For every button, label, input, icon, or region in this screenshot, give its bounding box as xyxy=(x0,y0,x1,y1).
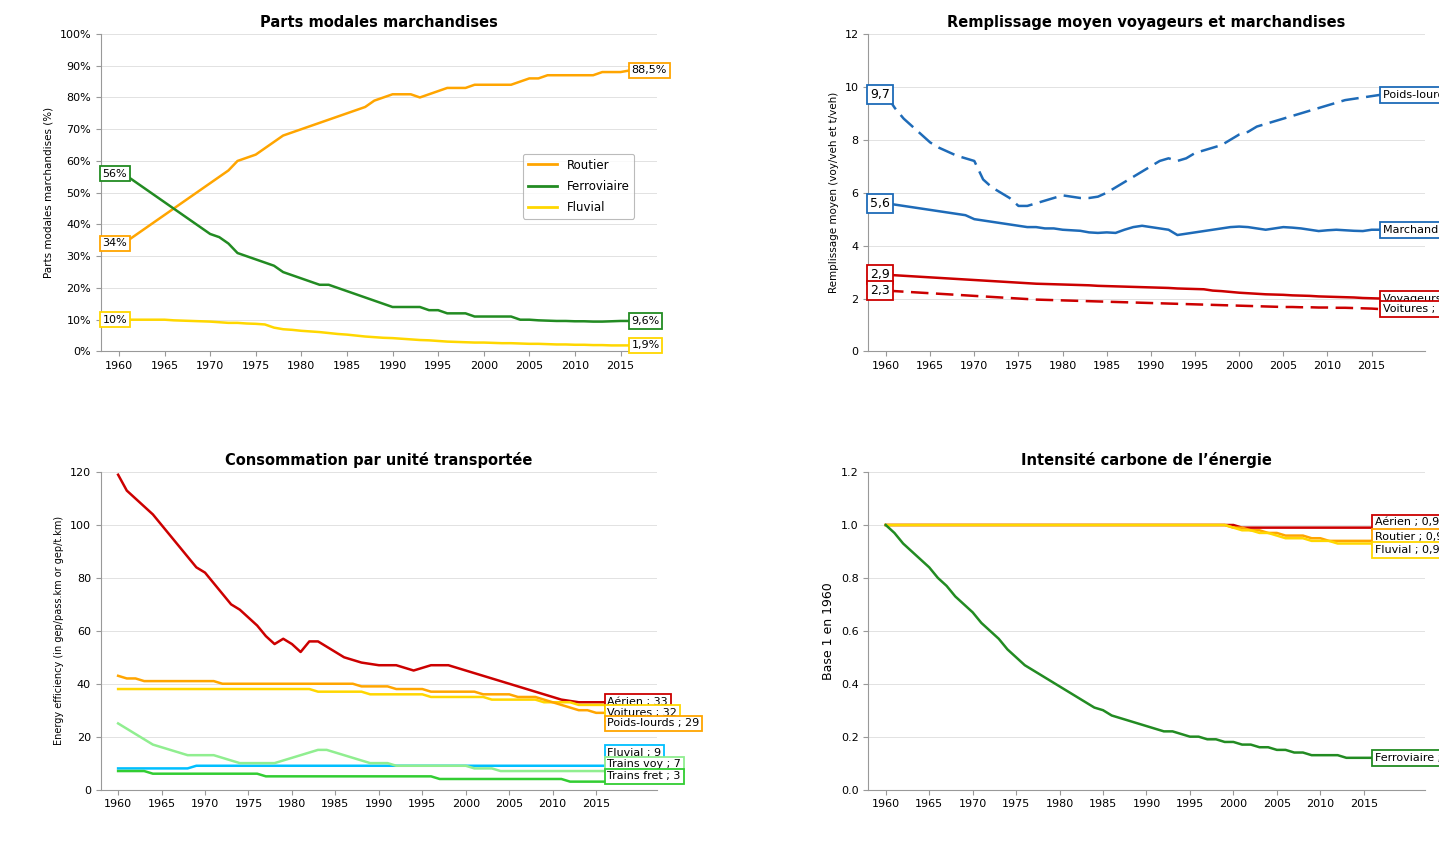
Text: 9,6%: 9,6% xyxy=(632,316,659,326)
Text: Voyageurs ; 2,0: Voyageurs ; 2,0 xyxy=(1383,294,1439,304)
Text: 10%: 10% xyxy=(102,315,127,324)
Title: Intensité carbone de l’énergie: Intensité carbone de l’énergie xyxy=(1022,453,1272,468)
Legend: Routier, Ferroviaire, Fluvial: Routier, Ferroviaire, Fluvial xyxy=(524,154,635,219)
Text: Poids-lourds ; 29: Poids-lourds ; 29 xyxy=(607,718,699,728)
Text: 88,5%: 88,5% xyxy=(632,65,666,76)
Text: Marchandises; 4,6: Marchandises; 4,6 xyxy=(1383,225,1439,234)
Text: 9,7: 9,7 xyxy=(871,88,889,101)
Text: Ferroviaire ; 0,12: Ferroviaire ; 0,12 xyxy=(1376,753,1439,762)
Title: Parts modales marchandises: Parts modales marchandises xyxy=(260,15,498,30)
Text: Trains voy ; 7: Trains voy ; 7 xyxy=(607,760,681,769)
Text: Aérien ; 33: Aérien ; 33 xyxy=(607,697,668,707)
Text: 34%: 34% xyxy=(102,239,127,249)
Text: Routier ; 0,94: Routier ; 0,94 xyxy=(1376,532,1439,542)
Text: 2,3: 2,3 xyxy=(871,284,889,297)
Y-axis label: Parts modales marchandises (%): Parts modales marchandises (%) xyxy=(43,107,53,278)
Text: 56%: 56% xyxy=(102,169,127,178)
Title: Consommation par unité transportée: Consommation par unité transportée xyxy=(224,453,532,468)
Title: Remplissage moyen voyageurs et marchandises: Remplissage moyen voyageurs et marchandi… xyxy=(947,15,1345,30)
Text: 2,9: 2,9 xyxy=(871,268,889,281)
Y-axis label: Base 1 en 1960: Base 1 en 1960 xyxy=(822,582,835,680)
Text: Trains fret ; 3: Trains fret ; 3 xyxy=(607,772,681,781)
Text: Poids-lourds ; 9,7: Poids-lourds ; 9,7 xyxy=(1383,90,1439,100)
Y-axis label: Remplissage moyen (voy/veh et t/veh): Remplissage moyen (voy/veh et t/veh) xyxy=(829,92,839,293)
Text: Voitures ; 1,6: Voitures ; 1,6 xyxy=(1383,304,1439,314)
Text: 5,6: 5,6 xyxy=(871,197,889,210)
Text: Voitures ; 32: Voitures ; 32 xyxy=(607,708,678,718)
Text: Fluvial ; 9: Fluvial ; 9 xyxy=(607,747,662,757)
Text: Fluvial ; 0,93: Fluvial ; 0,93 xyxy=(1376,545,1439,555)
Text: 1,9%: 1,9% xyxy=(632,340,659,351)
Y-axis label: Energy efficiency (in gep/pass.km or gep/t.km): Energy efficiency (in gep/pass.km or gep… xyxy=(55,516,65,745)
Text: Aérien ; 0,99: Aérien ; 0,99 xyxy=(1376,517,1439,527)
